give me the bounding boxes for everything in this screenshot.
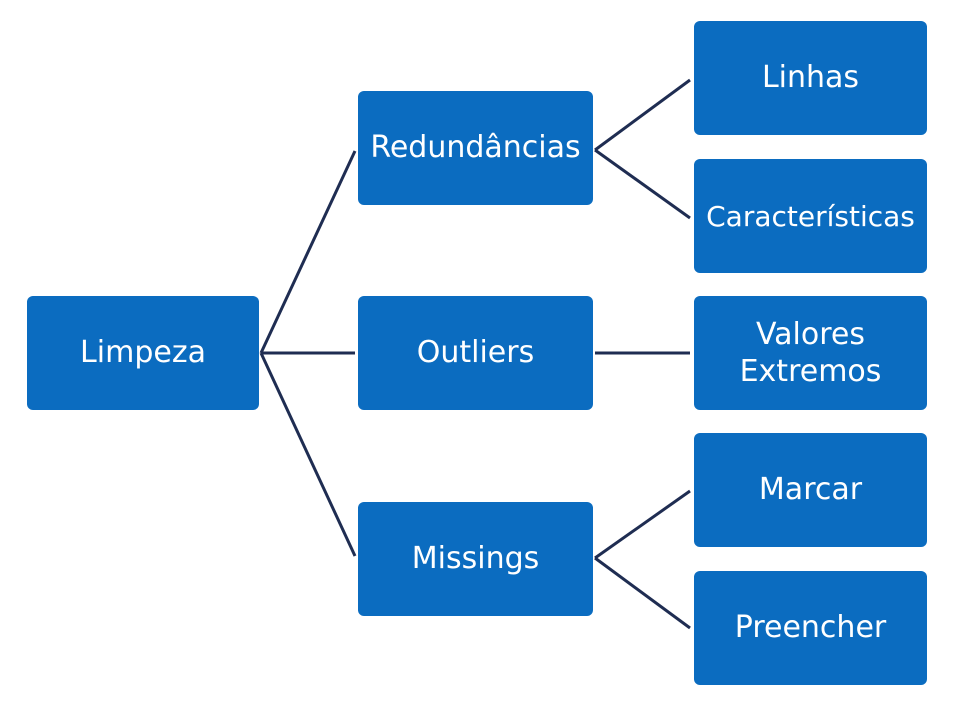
node-caracteristicas: Características (694, 159, 927, 273)
connector-redundancias-linhas (594, 78, 691, 152)
node-valores-label-line2: Extremos (739, 354, 882, 389)
node-outliers-label: Outliers (416, 335, 535, 371)
connector-limpeza-redundancias (259, 150, 357, 354)
node-valores-label-line1: Valores (755, 316, 866, 352)
node-limpeza-label: Limpeza (80, 335, 206, 371)
node-preencher-label: Preencher (734, 610, 887, 646)
node-valores-extremos: Valores Extremos (694, 296, 927, 410)
node-redundancias: Redundâncias (358, 91, 593, 205)
connector-limpeza-missings (259, 352, 357, 557)
node-outliers: Outliers (358, 296, 593, 410)
node-redundancias-label: Redundâncias (370, 130, 581, 166)
node-marcar-label: Marcar (758, 472, 863, 508)
node-marcar: Marcar (694, 433, 927, 547)
node-linhas-label: Linhas (761, 60, 860, 96)
connector-missings-preencher (594, 556, 691, 630)
node-linhas: Linhas (694, 21, 927, 135)
node-caracteristicas-label: Características (706, 199, 915, 233)
node-preencher: Preencher (694, 571, 927, 685)
node-limpeza: Limpeza (27, 296, 259, 410)
connector-redundancias-caracteristicas (594, 148, 691, 220)
connector-missings-marcar (594, 489, 691, 560)
node-missings: Missings (358, 502, 593, 616)
node-missings-label: Missings (411, 541, 540, 577)
